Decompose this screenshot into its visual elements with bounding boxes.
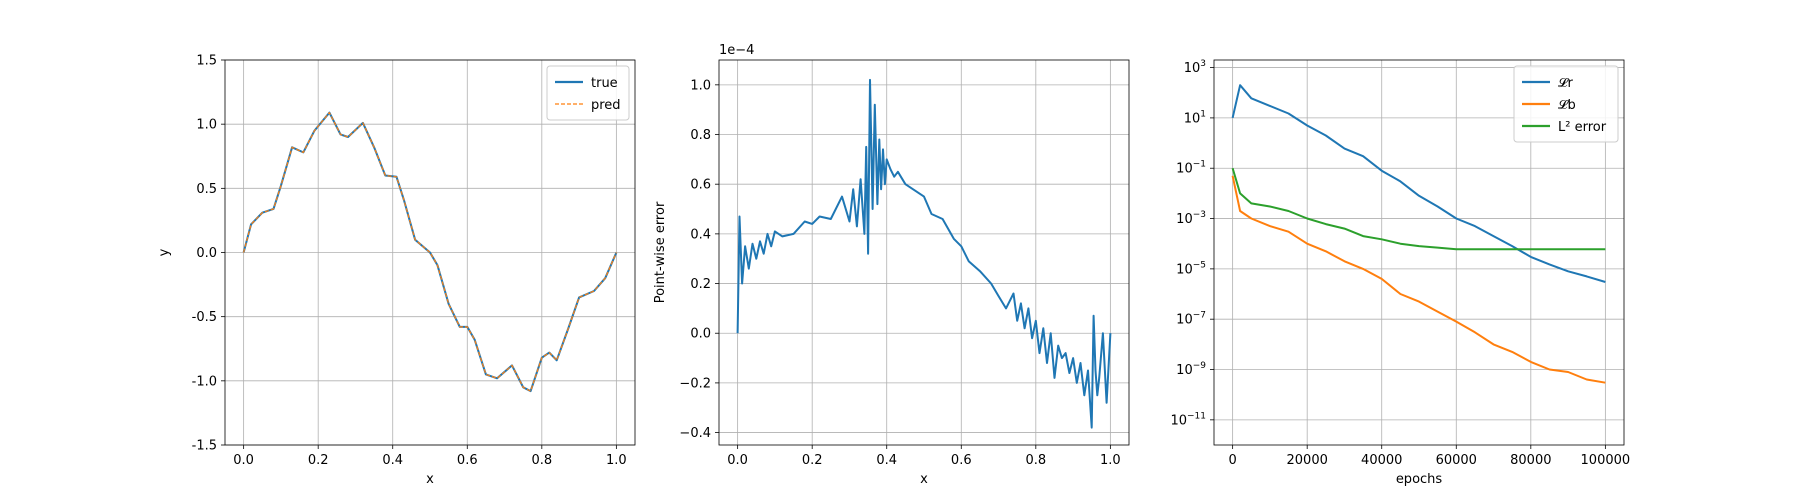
x-tick-label: 60000 — [1436, 453, 1477, 468]
y-axis-label: y — [157, 248, 172, 256]
plot-frame — [718, 59, 1130, 446]
x-tick-label: 0 — [1228, 453, 1236, 468]
legend: true pred — [546, 65, 630, 121]
x-tick-label: 0.2 — [802, 453, 823, 468]
legend-box — [1513, 65, 1619, 143]
y-tick-label: -0.5 — [192, 310, 217, 325]
legend-label: true — [591, 76, 618, 91]
legend-box — [546, 65, 630, 121]
y-tick-label: 1.0 — [690, 78, 711, 93]
x-axis-label: epochs — [1396, 472, 1443, 487]
y-tick-label: 0.2 — [690, 277, 711, 292]
series-line-l-error — [1231, 167, 1606, 251]
x-tick-label: 1.0 — [1100, 453, 1121, 468]
y-tick-label: 103 — [1184, 59, 1206, 76]
y-tick-label: -1.0 — [192, 374, 217, 389]
y-tick-label: 101 — [1184, 109, 1206, 126]
plot-frame — [1213, 59, 1625, 446]
y-tick-label: 1.5 — [196, 54, 217, 69]
legend: 𝓛r 𝓛b L² error — [1513, 65, 1619, 143]
y-tick-label: 0.0 — [690, 327, 711, 342]
y-tick-label: 0.5 — [196, 182, 217, 197]
series-line-s0 — [736, 78, 1112, 429]
plot-frame — [224, 59, 636, 446]
x-tick-label: 0.0 — [233, 453, 254, 468]
x-tick-label: 0.4 — [876, 453, 897, 468]
y-tick-label: 10−11 — [1170, 411, 1206, 428]
panel-2: 0.0 0.2 0.4 0.6 0.8 1.0 −0.4 −0.2 0.0 0.2 0.4 0.6 0.… — [653, 43, 1130, 487]
series-line--r — [1231, 84, 1606, 283]
panel-3: 0 20000 40000 60000 80000 100000 103 101 10−1 10−… — [1170, 59, 1630, 487]
x-axis-label: x — [920, 472, 928, 487]
y-tick-label: 0.0 — [196, 246, 217, 261]
y-tick-label: 10−3 — [1176, 210, 1206, 227]
y-tick-label: 0.4 — [690, 227, 711, 242]
y-tick-label: 0.8 — [690, 128, 711, 143]
panel-1: 0.0 0.2 0.4 0.6 0.8 1.0 -1.5 -1.0 -0.5 0.0 0.5 1.0 1… — [157, 54, 636, 487]
x-tick-label: 0.6 — [457, 453, 478, 468]
legend-label: L² error — [1558, 120, 1607, 135]
y-axis-label: Point-wise error — [653, 201, 668, 303]
x-tick-label: 0.8 — [1025, 453, 1046, 468]
series-line--b — [1231, 175, 1606, 384]
y-tick-label: 10−9 — [1176, 361, 1206, 378]
legend-label: pred — [591, 98, 621, 113]
x-tick-label: 0.2 — [308, 453, 329, 468]
y-tick-label: 1.0 — [196, 118, 217, 133]
series-line-pred — [243, 111, 617, 392]
x-tick-label: 80000 — [1510, 453, 1551, 468]
y-tick-label: 10−1 — [1176, 160, 1206, 177]
y-offset-text: 1e−4 — [719, 43, 754, 58]
legend-label: 𝓛b — [1558, 98, 1576, 113]
x-tick-label: 0.4 — [382, 453, 403, 468]
x-tick-label: 20000 — [1287, 453, 1328, 468]
y-tick-label: -1.5 — [192, 439, 217, 454]
legend-label: 𝓛r — [1558, 76, 1573, 91]
y-tick-label: 0.6 — [690, 178, 711, 193]
x-tick-label: 0.0 — [727, 453, 748, 468]
y-tick-label: 10−7 — [1176, 311, 1206, 328]
x-axis-label: x — [426, 472, 434, 487]
x-tick-label: 40000 — [1361, 453, 1402, 468]
x-tick-label: 0.8 — [531, 453, 552, 468]
y-tick-label: −0.2 — [679, 376, 711, 391]
y-tick-label: −0.4 — [679, 426, 711, 441]
x-tick-label: 1.0 — [606, 453, 627, 468]
x-tick-label: 100000 — [1581, 453, 1631, 468]
y-tick-label: 10−5 — [1176, 260, 1206, 277]
x-tick-label: 0.6 — [951, 453, 972, 468]
